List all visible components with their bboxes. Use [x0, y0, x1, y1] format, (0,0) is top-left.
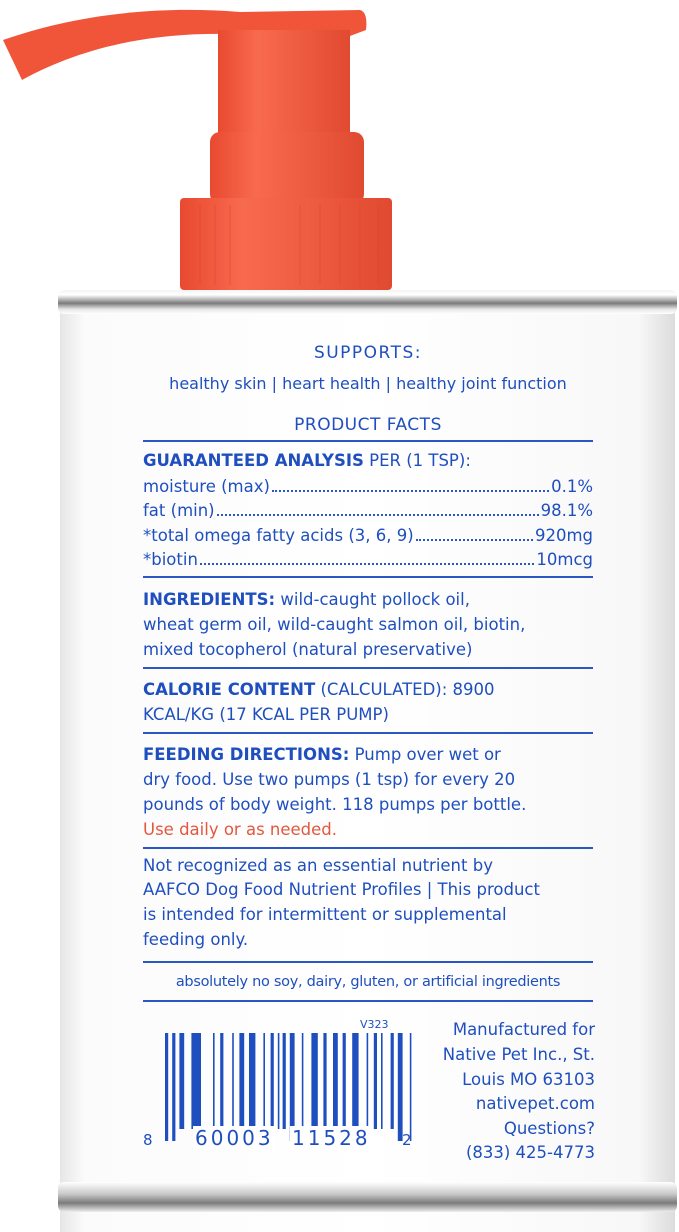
- calorie-label: CALORIE CONTENT: [143, 680, 316, 699]
- bottle-rim: [58, 290, 677, 314]
- barcode-bar: [381, 1033, 383, 1129]
- calorie-text: KCAL/KG (17 KCAL PER PUMP): [143, 705, 389, 724]
- feeding-text: Pump over wet or: [349, 745, 501, 764]
- barcode-digits-2: 11528: [290, 1126, 373, 1150]
- barcode-digits-1: 60003: [193, 1126, 276, 1150]
- analysis-name: fat (min): [143, 501, 215, 520]
- barcode-digit-right: 2: [402, 1131, 412, 1149]
- manufacturer-text: Native Pet Inc., St.: [442, 1045, 595, 1064]
- barcode-bar: [270, 1033, 274, 1129]
- bottle-base: [58, 1182, 677, 1212]
- supports-text: healthy skin | heart health | healthy jo…: [169, 374, 567, 393]
- barcode-bar: [172, 1033, 176, 1141]
- analysis-row: moisture (max) 0.1%: [143, 476, 593, 498]
- pump-icon: [3, 9, 392, 290]
- barcode-bar: [232, 1033, 234, 1129]
- barcode-bar: [239, 1033, 245, 1129]
- barcode-bar: [333, 1033, 338, 1129]
- barcode-bar: [282, 1033, 286, 1129]
- analysis-value: 0.1%: [551, 477, 593, 496]
- supports-heading: SUPPORTS:: [313, 343, 423, 363]
- feeding-text: pounds of body weight. 118 pumps per bot…: [143, 795, 527, 814]
- divider: [143, 440, 593, 442]
- manufacturer-text: Louis MO 63103: [462, 1070, 595, 1089]
- analysis-name: *total omega fatty acids (3, 6, 9): [143, 526, 414, 545]
- analysis-heading-rest: PER (1 TSP):: [363, 451, 471, 470]
- ingredients-text: wheat germ oil, wild-caught salmon oil, …: [143, 615, 526, 634]
- analysis-value: 10mcg: [536, 550, 593, 569]
- disclaimer-text: feeding only.: [143, 930, 249, 949]
- ingredients-label: INGREDIENTS:: [143, 590, 276, 609]
- feeding-text: dry food. Use two pumps (1 tsp) for ever…: [143, 770, 516, 789]
- barcode-bar: [301, 1033, 304, 1129]
- barcode-bar: [352, 1033, 359, 1129]
- analysis-row: *total omega fatty acids (3, 6, 9) 920mg: [143, 525, 593, 547]
- feeding-line: FEEDING DIRECTIONS: Pump over wet or: [143, 744, 593, 766]
- analysis-row: fat (min) 98.1%: [143, 500, 593, 522]
- barcode-bar: [390, 1033, 394, 1129]
- barcode-bar: [342, 1033, 346, 1129]
- analysis-name: *biotin: [143, 550, 198, 569]
- barcode-bar: [311, 1033, 318, 1129]
- feeding-label: FEEDING DIRECTIONS:: [143, 745, 350, 764]
- divider: [143, 961, 593, 963]
- barcode-digit-left: 8: [143, 1131, 153, 1149]
- barcode-bar: [263, 1033, 265, 1129]
- divider: [143, 1000, 593, 1002]
- divider: [143, 847, 593, 849]
- barcode-bar: [277, 1033, 280, 1129]
- barcode-bar: [397, 1033, 403, 1141]
- ingredients-line: INGREDIENTS: wild-caught pollock oil,: [143, 589, 593, 611]
- barcode-bar: [179, 1033, 185, 1129]
- analysis-value: 98.1%: [540, 501, 593, 520]
- disclaimer-text: AAFCO Dog Food Nutrient Profiles | This …: [143, 880, 540, 899]
- disclaimer-text: is intended for intermittent or suppleme…: [143, 905, 507, 924]
- barcode-bar: [366, 1033, 369, 1129]
- divider: [143, 576, 593, 578]
- ingredients-text: wild-caught pollock oil,: [275, 590, 470, 609]
- feeding-accent: Use daily or as needed.: [143, 820, 338, 839]
- analysis-heading-bold: GUARANTEED ANALYSIS: [143, 451, 364, 470]
- analysis-value: 920mg: [534, 526, 593, 545]
- barcode-bar: [191, 1033, 201, 1129]
- barcode-bar: [249, 1033, 256, 1129]
- barcode-bar: [220, 1033, 224, 1129]
- ingredients-text: mixed tocopherol (natural preservative): [143, 640, 473, 659]
- analysis-heading: GUARANTEED ANALYSIS PER (1 TSP):: [143, 450, 593, 472]
- calorie-line: CALORIE CONTENT (CALCULATED): 8900: [143, 679, 593, 701]
- calorie-text: (CALCULATED): 8900: [315, 680, 495, 699]
- website-text: nativepet.com: [475, 1094, 595, 1113]
- divider: [143, 667, 593, 669]
- barcode-bar: [165, 1033, 169, 1141]
- questions-text: Questions?: [503, 1119, 595, 1138]
- barcode-bar: [409, 1033, 412, 1141]
- barcode-bar: [213, 1033, 215, 1129]
- product-facts-heading: PRODUCT FACTS: [294, 415, 442, 435]
- analysis-row: *biotin 10mcg: [143, 549, 593, 571]
- divider: [143, 732, 593, 734]
- phone-text: (833) 425-4773: [465, 1143, 595, 1162]
- disclaimer-text: Not recognized as an essential nutrient …: [143, 856, 493, 875]
- free-from-text: absolutely no soy, dairy, gluten, or art…: [175, 974, 561, 990]
- barcode-bar: [323, 1033, 327, 1129]
- analysis-name: moisture (max): [143, 477, 270, 496]
- barcode: [165, 1033, 412, 1141]
- barcode-bar: [289, 1033, 295, 1141]
- manufacturer-text: Manufactured for: [452, 1020, 595, 1039]
- barcode-bar: [373, 1033, 377, 1129]
- version-code: V323: [360, 1018, 389, 1031]
